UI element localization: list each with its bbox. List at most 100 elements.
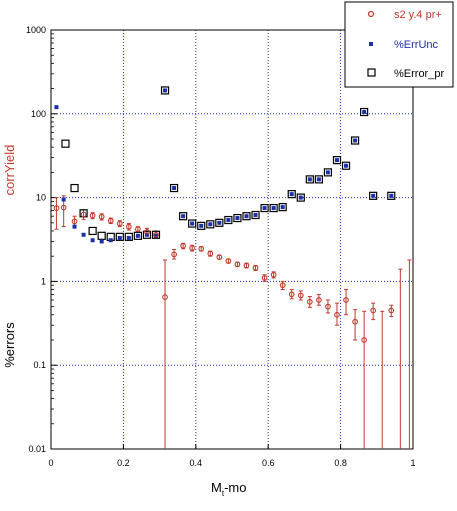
error-pr-point <box>360 107 369 117</box>
axes: 0 0.2 0.4 0.6 0.8 1 0.01 0.1 1 10 100 1000 <box>26 25 416 468</box>
legend-marker-s2 <box>367 10 375 18</box>
y-tick-label: 1000 <box>26 25 46 35</box>
errunc-point <box>153 233 158 238</box>
s2-point <box>116 220 123 227</box>
y-tick-label: 1 <box>41 276 46 286</box>
s2-point <box>343 297 349 303</box>
error-pr-point <box>70 183 79 193</box>
error-pr-point <box>142 230 152 239</box>
s2-point <box>153 231 159 238</box>
errunc-point <box>226 218 231 223</box>
errunc-point <box>117 235 122 240</box>
y-tick-label: 0.01 <box>28 444 46 454</box>
errunc-point <box>307 177 312 182</box>
s2-point <box>306 299 313 305</box>
errunc-point <box>280 205 285 210</box>
errunc-point <box>163 88 168 93</box>
y-axis-title-corryield: corrYield <box>2 145 17 196</box>
s2-point <box>60 204 67 211</box>
x-tick-label: 0.6 <box>262 458 275 468</box>
errunc-point <box>389 193 394 198</box>
errunc-point <box>99 239 104 244</box>
s2-point <box>125 223 132 230</box>
errunc-point <box>172 186 177 191</box>
error-pr-point <box>369 191 378 200</box>
error-pr-point <box>242 212 251 221</box>
error-pr-point <box>314 175 323 184</box>
s2-point <box>388 307 395 314</box>
error-pr-point <box>287 190 296 199</box>
s2-point <box>180 243 186 249</box>
s2-point <box>297 292 304 299</box>
s2-point <box>252 265 259 271</box>
s2-point <box>89 212 96 219</box>
error-pr-point <box>341 161 351 170</box>
legend-marker-error-pr <box>367 68 376 77</box>
error-pr-point <box>188 219 197 228</box>
s2-point <box>352 318 358 325</box>
error-pr-point <box>124 232 133 241</box>
s2-point <box>207 250 214 257</box>
error-pr-point <box>296 193 305 202</box>
error-pr-point <box>197 221 206 230</box>
errunc-point <box>325 170 330 175</box>
errunc-point <box>61 197 66 202</box>
error-pr-point <box>260 203 269 213</box>
error-pr-point <box>206 220 215 229</box>
legend-marker-errunc <box>369 42 373 46</box>
s2-point <box>288 291 295 298</box>
x-axis-title: Mt-mo <box>211 480 246 498</box>
s2-point <box>361 337 367 343</box>
y-axis-title-errors: %errors <box>2 322 17 368</box>
errunc-point <box>235 216 240 221</box>
error-pr-point <box>224 215 233 225</box>
errunc-point <box>353 138 358 143</box>
s2-point <box>370 307 377 314</box>
s2-point <box>261 275 268 281</box>
grid <box>51 30 413 449</box>
s2-point <box>243 262 250 269</box>
error-pr-point <box>151 230 161 239</box>
errunc-point <box>289 192 294 197</box>
s2-point <box>216 254 223 260</box>
errunc-point <box>253 212 258 217</box>
error-pr-point <box>169 183 179 193</box>
s2-point <box>225 258 232 264</box>
error-pr-point <box>350 136 360 145</box>
errunc-point <box>217 220 222 225</box>
s2-point <box>71 218 78 225</box>
legend-label-errunc: %ErrUnc <box>394 39 439 51</box>
y-tick-label: 10 <box>36 193 46 203</box>
error-pr-point <box>179 212 188 221</box>
x-axis-title-sub: t <box>222 489 225 498</box>
error-pr-point <box>115 232 124 241</box>
errunc-point <box>144 232 149 237</box>
error-pr-point <box>278 203 287 212</box>
errunc-point <box>54 105 59 110</box>
error-pr-point <box>387 191 396 200</box>
errunc-point <box>72 224 77 229</box>
plot-frame <box>50 29 414 450</box>
s2-point <box>135 226 141 233</box>
errunc-point <box>298 195 303 200</box>
legend-box <box>344 1 454 88</box>
errunc-point <box>271 206 276 211</box>
s2-point <box>80 211 87 218</box>
errunc-point <box>126 235 131 240</box>
s2-point <box>270 271 277 278</box>
x-axis-title-suffix: -mo <box>224 480 246 495</box>
s2-point <box>189 245 196 251</box>
s2-point <box>171 251 177 258</box>
s2-point <box>325 303 331 310</box>
x-tick-label: 0.4 <box>190 458 203 468</box>
x-tick-label: 0 <box>48 458 53 468</box>
errunc-point <box>334 158 339 163</box>
y-tick-label: 100 <box>31 109 46 119</box>
errunc-point <box>81 232 86 237</box>
errunc-point <box>190 221 195 226</box>
error-pr-point <box>269 203 278 213</box>
s2-point <box>198 245 205 252</box>
error-pr-point <box>233 213 242 223</box>
errunc-point <box>181 214 186 219</box>
